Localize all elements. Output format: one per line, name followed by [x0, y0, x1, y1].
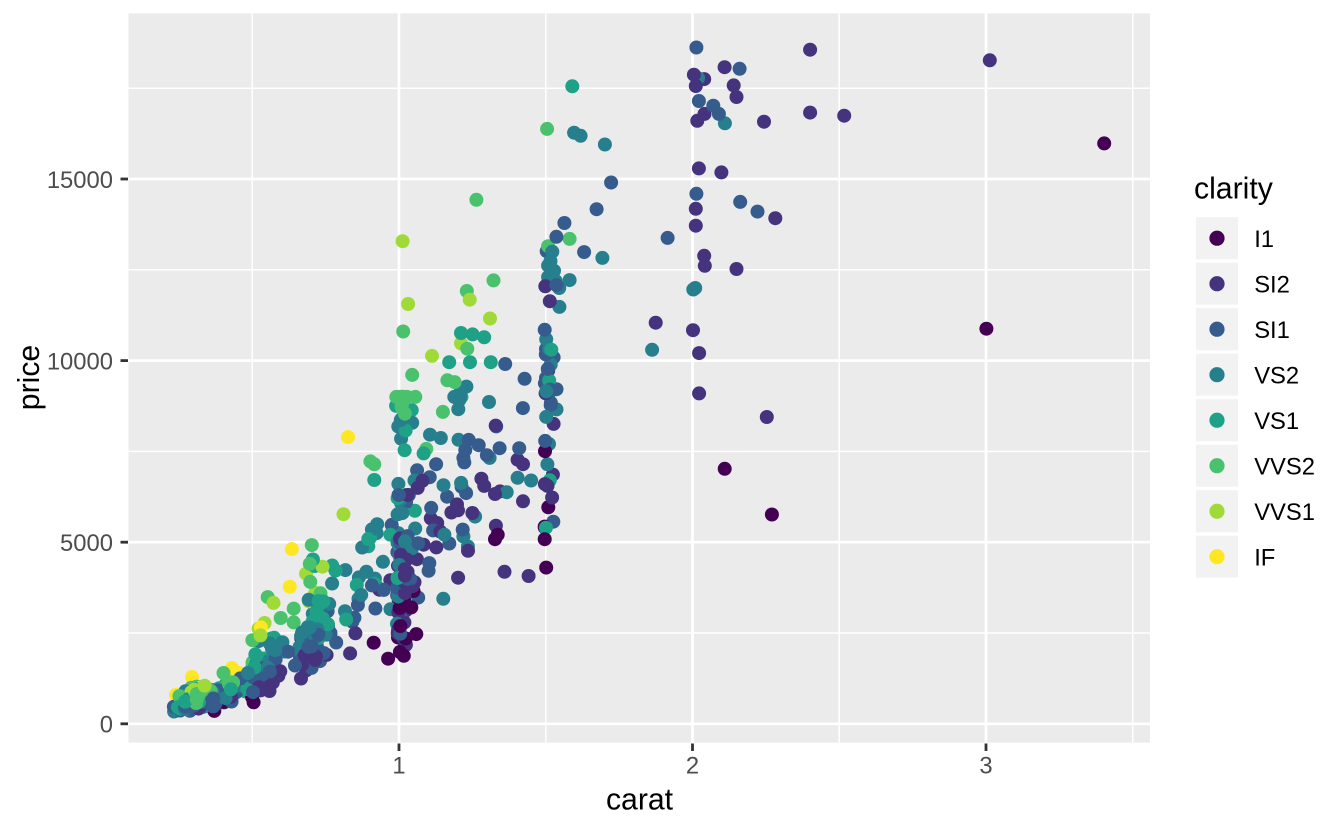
svg-text:15000: 15000 [47, 167, 113, 194]
svg-text:price: price [13, 345, 46, 410]
svg-text:1: 1 [392, 753, 405, 780]
svg-text:2: 2 [686, 753, 699, 780]
svg-text:clarity: clarity [1194, 173, 1274, 206]
svg-text:SI2: SI2 [1254, 271, 1290, 298]
svg-text:3: 3 [979, 753, 992, 780]
svg-text:SI1: SI1 [1254, 317, 1290, 344]
svg-text:I1: I1 [1254, 226, 1274, 253]
svg-text:VVS1: VVS1 [1254, 499, 1315, 526]
svg-text:carat: carat [606, 783, 674, 816]
svg-text:10000: 10000 [47, 348, 113, 375]
svg-text:0: 0 [100, 712, 113, 739]
svg-text:5000: 5000 [60, 530, 113, 557]
svg-text:IF: IF [1254, 544, 1275, 571]
svg-text:VS2: VS2 [1254, 362, 1299, 389]
svg-text:VS1: VS1 [1254, 408, 1299, 435]
svg-text:VVS2: VVS2 [1254, 453, 1315, 480]
